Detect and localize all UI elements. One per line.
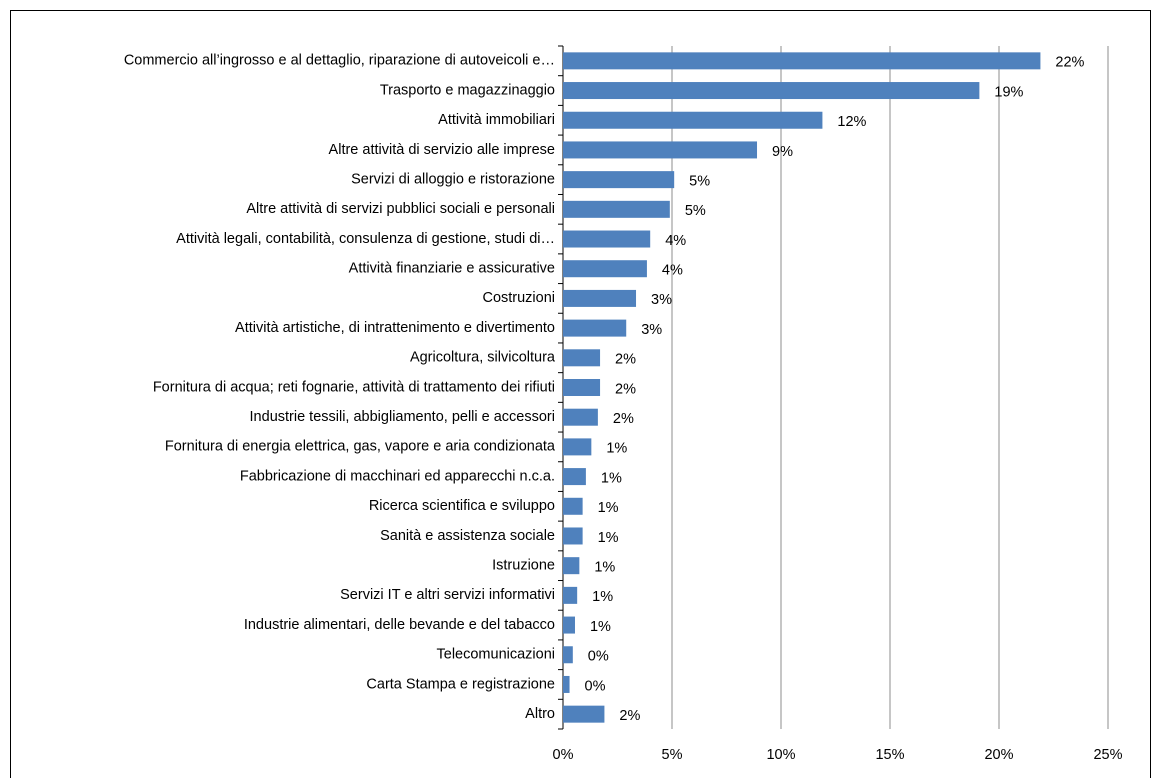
x-tick-label: 5% [662,747,683,763]
bar [563,675,570,693]
x-tick-label: 15% [875,747,904,763]
bar [563,586,578,604]
y-tick-label: Servizi di alloggio e ristorazione [351,171,555,187]
x-tick-label: 20% [984,747,1013,763]
bar [563,557,580,575]
data-label: 22% [1055,55,1084,71]
bar [563,52,1041,70]
y-tick-label: Costruzioni [482,290,555,306]
data-label: 2% [619,708,640,724]
y-tick-label: Carta Stampa e registrazione [366,676,555,692]
data-label: 1% [601,470,622,486]
y-tick-label: Attività artistiche, di intrattenimento … [235,320,555,336]
bar [563,468,586,486]
bar [563,497,583,515]
data-label: 1% [592,589,613,605]
data-label: 19% [994,84,1023,100]
y-tick-label: Industrie tessili, abbigliamento, pelli … [250,409,555,425]
y-tick-label: Commercio all’ingrosso e al dettaglio, r… [124,53,555,69]
bar [563,527,583,545]
y-tick-label: Agricoltura, silvicoltura [410,350,556,366]
x-tick-label: 25% [1093,747,1122,763]
data-label: 5% [685,203,706,219]
bar [563,260,647,278]
y-tick-label: Sanità e assistenza sociale [380,528,555,544]
y-tick-label: Fornitura di energia elettrica, gas, vap… [165,439,556,455]
data-label: 1% [598,500,619,516]
x-tick-label: 0% [553,747,574,763]
data-label: 2% [613,411,634,427]
bar [563,200,670,218]
y-tick-label: Altre attività di servizi pubblici socia… [246,201,555,217]
x-tick-label: 10% [766,747,795,763]
data-label: 3% [651,292,672,308]
y-tick-label: Industrie alimentari, delle bevande e de… [244,617,555,633]
bar [563,141,758,159]
data-label: 2% [615,381,636,397]
data-label: 3% [641,322,662,338]
y-tick-label: Attività legali, contabilità, consulenza… [176,231,555,247]
bar [563,111,823,129]
data-label: 12% [837,114,866,130]
y-tick-label: Istruzione [492,558,555,574]
bar [563,705,605,723]
y-tick-label: Trasporto e magazzinaggio [380,82,555,98]
data-label: 5% [689,173,710,189]
bar [563,171,675,189]
data-label: 1% [590,619,611,635]
data-label: 0% [585,678,606,694]
bar [563,289,637,307]
chart-frame [10,10,1151,778]
bar [563,379,601,396]
y-tick-label: Altre attività di servizio alle imprese [329,142,555,158]
data-label: 1% [598,530,619,546]
y-tick-label: Servizi IT e altri servizi informativi [340,587,555,603]
bar [563,408,598,426]
data-label: 1% [606,441,627,457]
data-label: 1% [594,560,615,576]
bar [563,616,575,634]
bar [563,82,980,100]
y-tick-label: Attività finanziarie e assicurative [349,261,555,277]
y-tick-label: Altro [525,706,555,722]
bar [563,230,651,248]
data-label: 9% [772,144,793,160]
y-tick-label: Fornitura di acqua; reti fognarie, attiv… [153,379,555,395]
y-tick-label: Ricerca scientifica e sviluppo [369,498,555,514]
data-label: 2% [615,352,636,368]
y-tick-label: Telecomunicazioni [437,647,555,663]
data-label: 0% [588,649,609,665]
bar [563,438,592,456]
data-label: 4% [665,233,686,249]
y-tick-label: Attività immobiliari [438,112,555,128]
bar [563,349,601,367]
bar [563,319,627,337]
bar [563,646,573,664]
data-label: 4% [662,263,683,279]
y-tick-label: Fabbricazione di macchinari ed apparecch… [240,468,555,484]
